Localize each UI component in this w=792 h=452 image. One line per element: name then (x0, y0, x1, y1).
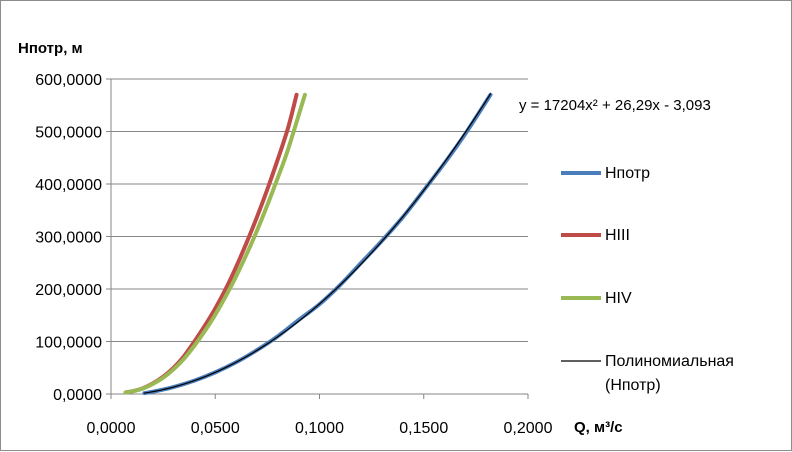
grid-lines (111, 78, 528, 342)
x-tick-label: 0,0000 (87, 420, 136, 437)
series-layer (123, 92, 493, 396)
legend-label-niv: НIV (605, 290, 632, 307)
x-axis-title: Q, м³/с (574, 419, 623, 436)
y-tick-label: 600,0000 (35, 72, 102, 89)
y-axis-title: Нпотр, м (18, 40, 83, 57)
y-tick-label: 300,0000 (35, 230, 102, 247)
legend: Нпотр НIII НIV Полиномиальная (Нпотр) (561, 165, 734, 394)
y-tick-label: 0,0000 (53, 387, 102, 404)
y-tick-label: 100,0000 (35, 335, 102, 352)
series-niv (123, 92, 307, 395)
x-tick-labels: 0,0000 0,0500 0,1000 0,1500 0,2000 (87, 420, 553, 437)
axes (106, 78, 529, 399)
series-npotr (142, 92, 493, 396)
y-tick-label: 400,0000 (35, 177, 102, 194)
x-tick-label: 0,2000 (504, 420, 553, 437)
x-tick-label: 0,1500 (399, 420, 448, 437)
y-tick-labels: 0,0000 100,0000 200,0000 300,0000 400,0000 50… (35, 72, 102, 404)
x-tick-label: 0,0500 (191, 420, 240, 437)
series-polynomial-trendline (143, 93, 492, 394)
y-tick-label: 200,0000 (35, 282, 102, 299)
series-niii (123, 92, 299, 395)
trendline-equation: y = 17204x² + 26,29x - 3,093 (519, 97, 711, 114)
legend-label-npotr: Нпотр (605, 165, 650, 182)
legend-label-polynomial-line2: (Нпотр) (605, 377, 661, 394)
x-tick-label: 0,1000 (295, 420, 344, 437)
legend-label-polynomial-line1: Полиномиальная (605, 353, 734, 370)
legend-label-niii: НIII (605, 227, 630, 244)
y-tick-label: 500,0000 (35, 125, 102, 142)
